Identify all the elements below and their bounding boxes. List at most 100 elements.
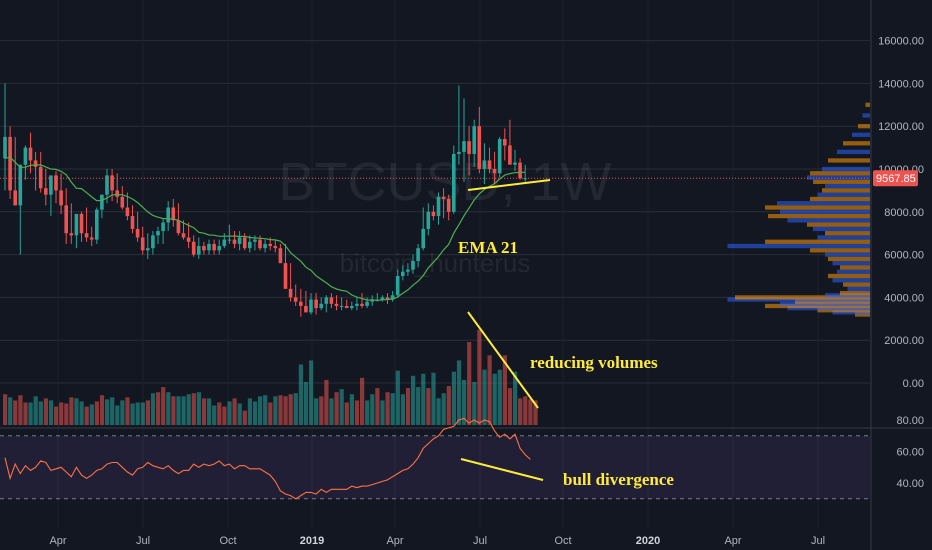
volume-bar [411, 375, 416, 425]
candle-body [212, 243, 216, 251]
time-tick-label: Apr [386, 535, 403, 547]
candle-body [523, 178, 527, 180]
volume-bar [523, 396, 528, 425]
volume-bar [319, 396, 324, 425]
volume-bar [110, 397, 115, 425]
volume-bar [140, 402, 145, 425]
candle-body [513, 162, 517, 165]
profile-bar [768, 213, 870, 219]
candle-body [273, 246, 278, 249]
candle-body [492, 169, 497, 174]
candle-body [472, 126, 476, 155]
time-tick-label: Jul [473, 535, 487, 547]
volume-bar [156, 392, 161, 425]
profile-bar [813, 226, 870, 232]
volume-bar [23, 402, 28, 425]
profile-bar [843, 141, 870, 146]
profile-bar [817, 235, 870, 240]
volume-bar [354, 400, 360, 425]
candle-body [299, 301, 303, 306]
candle-body [309, 299, 313, 313]
price-axis[interactable]: 16000.0014000.0012000.0010000.008000.006… [878, 36, 924, 390]
candle-body [171, 207, 176, 221]
price-tick-label: 2000.00 [884, 335, 924, 347]
candle-body [518, 162, 522, 179]
profile-bar [810, 196, 870, 202]
candle-body [462, 141, 466, 152]
profile-bar [858, 124, 870, 129]
volume-bar [365, 400, 370, 425]
candle-body [329, 297, 334, 304]
volume-bar [385, 392, 390, 425]
volume-bar [8, 397, 13, 425]
volume-bar [283, 396, 288, 425]
candlestick-series[interactable] [3, 83, 527, 317]
volume-bar [518, 398, 523, 425]
profile-bar [837, 269, 870, 274]
candle-body [508, 145, 512, 165]
candle-body [120, 196, 125, 208]
volume-trendline [467, 311, 539, 409]
volume-bar [43, 398, 48, 425]
volume-bar [309, 360, 314, 425]
volume-bar [105, 399, 110, 425]
volume-bar [314, 398, 319, 425]
profile-bar [727, 243, 870, 249]
profile-bar [862, 113, 870, 118]
candle-body [69, 233, 74, 236]
volume-bar [176, 396, 181, 425]
candle-body [146, 248, 150, 251]
candle-body [49, 175, 53, 195]
volume-bar [263, 395, 268, 425]
volume-bar [242, 410, 247, 425]
volume-bar [405, 388, 411, 425]
candle-body [44, 188, 48, 195]
volume-bar [217, 402, 222, 425]
candle-body [355, 303, 359, 306]
candle-body [89, 237, 94, 240]
candle-body [125, 207, 130, 217]
candle-body [350, 305, 354, 309]
volume-bar [145, 400, 150, 425]
candle-body [253, 239, 257, 242]
candle-body [482, 160, 487, 169]
candle-body [38, 166, 43, 189]
candle-body [140, 237, 145, 251]
time-tick-label: Jul [136, 535, 150, 547]
candle-body [339, 305, 344, 307]
candle-body [110, 175, 114, 191]
candle-body [217, 246, 221, 251]
candle-body [79, 213, 84, 234]
rsi-axis[interactable]: 80.00 60.00 40.00 [896, 415, 924, 490]
candle-body [130, 216, 135, 229]
candle-body [268, 243, 272, 247]
volume-bar [416, 387, 421, 425]
candle-body [263, 243, 267, 249]
candle-body [360, 303, 364, 306]
profile-bar [777, 201, 870, 206]
volume-bar [115, 405, 120, 425]
rsi-tick-label: 60.00 [896, 447, 924, 459]
candle-body [426, 211, 431, 229]
profile-bar [810, 248, 870, 253]
candle-body [304, 305, 308, 313]
candle-body [84, 233, 89, 238]
volume-bars [3, 329, 538, 425]
rsi-tick-label: 80.00 [896, 415, 924, 427]
profile-bar [817, 192, 870, 197]
candle-body [232, 239, 237, 244]
volume-bar [181, 396, 186, 425]
volume-bar [84, 406, 89, 425]
symbol-watermark: BTCUSD, 1W [278, 152, 611, 212]
time-axis[interactable]: Apr Jul Oct 2019 Apr Jul Oct 2020 Apr Jul [49, 535, 825, 547]
candle-body [385, 297, 390, 300]
profile-bar [843, 282, 870, 287]
profile-bar [822, 188, 870, 193]
profile-bar [765, 205, 870, 210]
volume-bar [436, 398, 441, 425]
volume-bar [400, 394, 405, 425]
volume-bar [69, 397, 74, 425]
candle-body [161, 222, 165, 232]
candle-body [390, 295, 395, 300]
